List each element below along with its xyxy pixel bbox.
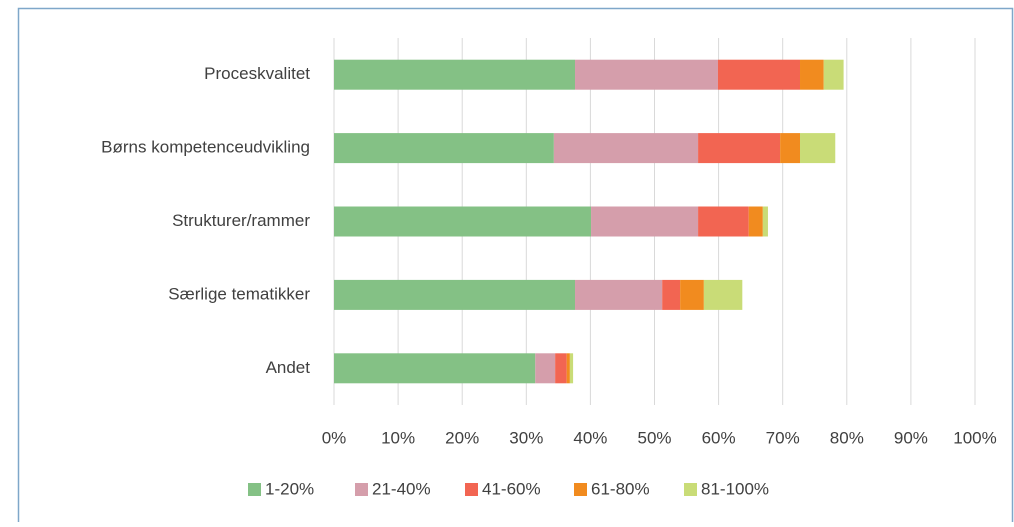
category-label: Proceskvalitet <box>204 64 310 83</box>
bar-segment <box>334 353 536 384</box>
x-tick-label: 100% <box>953 428 996 447</box>
x-tick-label: 70% <box>766 428 800 447</box>
x-tick-label: 40% <box>573 428 607 447</box>
bar-segment <box>334 59 576 90</box>
bar-segment <box>334 279 576 310</box>
legend-swatch <box>465 483 478 496</box>
bar-segment <box>591 206 699 237</box>
bar-segment <box>698 206 749 237</box>
bar-segment <box>823 59 844 90</box>
x-tick-label: 50% <box>637 428 671 447</box>
legend-label: 81-100% <box>701 479 769 498</box>
bar-segment <box>703 279 743 310</box>
x-tick-label: 60% <box>702 428 736 447</box>
bar-segment <box>334 206 592 237</box>
category-label: Strukturer/rammer <box>172 211 310 230</box>
bar-segment <box>800 59 824 90</box>
legend-label: 21-40% <box>372 479 431 498</box>
category-label: Andet <box>266 358 311 377</box>
bar-segment <box>575 59 718 90</box>
bar-segment <box>748 206 763 237</box>
category-label: Børns kompetenceudvikling <box>101 138 310 157</box>
x-tick-label: 0% <box>322 428 347 447</box>
legend-swatch <box>684 483 697 496</box>
legend-label: 41-60% <box>482 479 541 498</box>
bar-segment <box>680 279 704 310</box>
x-tick-label: 80% <box>830 428 864 447</box>
bar-segment <box>717 59 801 90</box>
bar-segment <box>780 133 801 164</box>
x-tick-label: 10% <box>381 428 415 447</box>
bar-segment <box>566 353 570 384</box>
x-tick-label: 20% <box>445 428 479 447</box>
bar-segment <box>800 133 836 164</box>
legend-swatch <box>355 483 368 496</box>
bar-segment <box>575 279 663 310</box>
bar-segment <box>555 353 567 384</box>
bar-segment <box>662 279 681 310</box>
bar-segment <box>698 133 781 164</box>
legend-label: 61-80% <box>591 479 650 498</box>
frame <box>17 7 1014 527</box>
bar-segment <box>569 353 574 384</box>
x-tick-label: 90% <box>894 428 928 447</box>
legend-swatch <box>248 483 261 496</box>
legend-swatch <box>574 483 587 496</box>
x-tick-label: 30% <box>509 428 543 447</box>
bar-segment <box>535 353 556 384</box>
bar-segment <box>762 206 768 237</box>
bar-segment <box>334 133 554 164</box>
bar-segment <box>553 133 699 164</box>
category-label: Særlige tematikker <box>168 284 310 303</box>
legend-label: 1-20% <box>265 479 314 498</box>
